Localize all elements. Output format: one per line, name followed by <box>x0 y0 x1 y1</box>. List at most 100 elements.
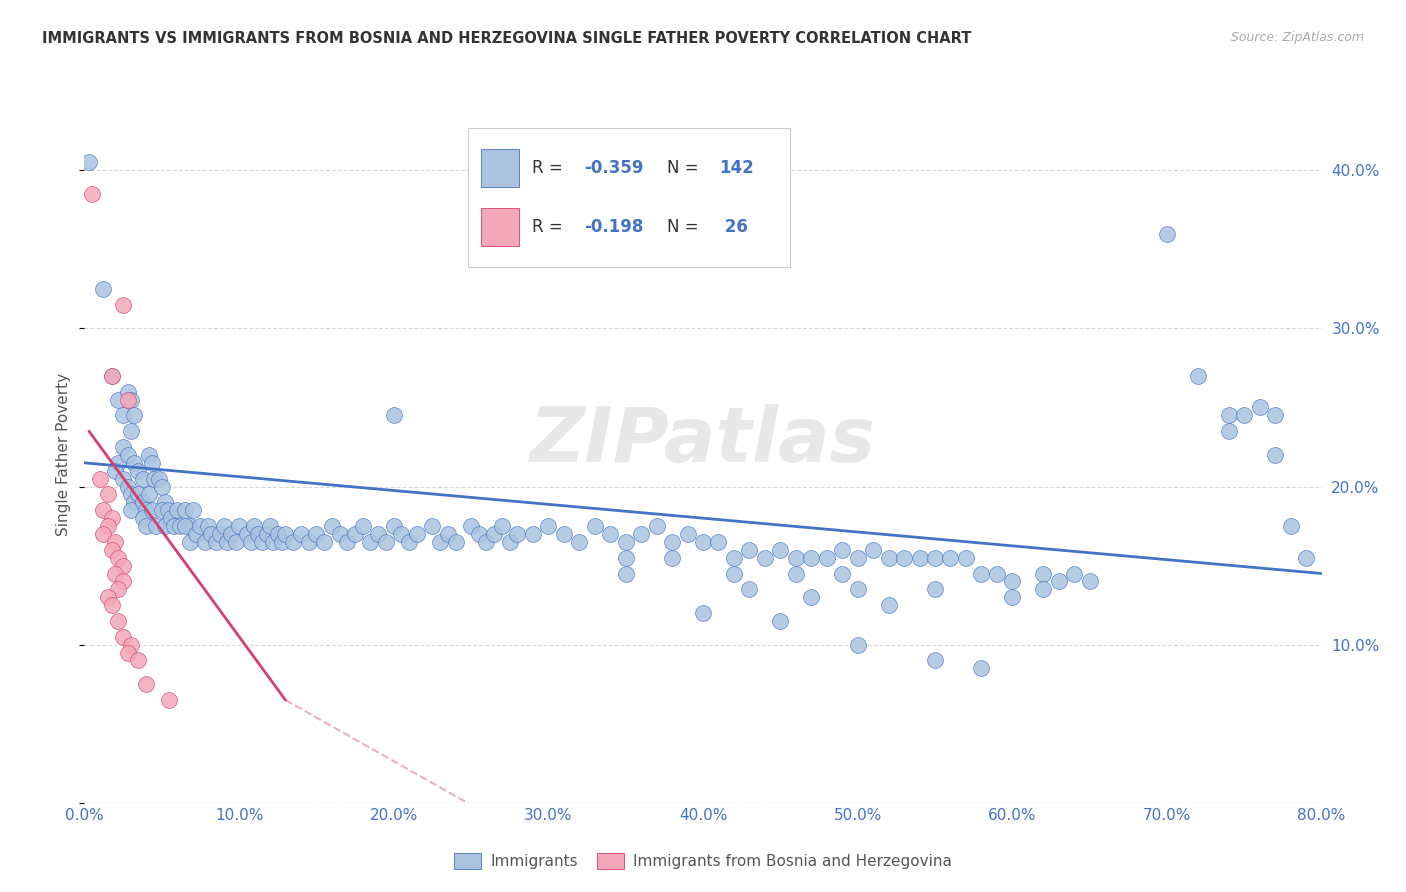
Point <box>1218 409 1240 423</box>
Point <box>475 534 498 549</box>
Point <box>831 542 853 557</box>
Point <box>120 424 142 438</box>
Point <box>553 527 575 541</box>
Point <box>205 534 228 549</box>
Point <box>97 519 120 533</box>
Point <box>444 534 467 549</box>
Point <box>91 282 114 296</box>
Point <box>181 503 204 517</box>
Point <box>800 591 823 605</box>
Point <box>1032 582 1054 597</box>
Point <box>267 527 290 541</box>
Point <box>120 392 142 407</box>
Point <box>212 519 235 533</box>
Point <box>862 542 884 557</box>
Point <box>1078 574 1101 589</box>
Point <box>939 550 962 565</box>
Point <box>197 519 219 533</box>
Point <box>209 527 232 541</box>
Point <box>236 527 259 541</box>
Point <box>101 511 124 525</box>
Point <box>537 519 560 533</box>
Point <box>153 495 176 509</box>
Point <box>117 479 139 493</box>
Point <box>141 503 163 517</box>
Point <box>614 566 637 581</box>
Point <box>769 542 792 557</box>
Point <box>252 534 274 549</box>
Point <box>150 479 173 493</box>
Point <box>630 527 652 541</box>
Point <box>1187 368 1209 383</box>
Point <box>89 472 111 486</box>
Text: ZIPatlas: ZIPatlas <box>530 404 876 478</box>
Text: IMMIGRANTS VS IMMIGRANTS FROM BOSNIA AND HERZEGOVINA SINGLE FATHER POVERTY CORRE: IMMIGRANTS VS IMMIGRANTS FROM BOSNIA AND… <box>42 31 972 46</box>
Point <box>117 448 139 462</box>
Point <box>1264 409 1286 423</box>
Point <box>138 448 160 462</box>
Point <box>160 511 183 525</box>
Point <box>1032 566 1054 581</box>
Point <box>692 534 714 549</box>
Point <box>159 693 181 707</box>
Point <box>429 534 451 549</box>
Point <box>112 440 135 454</box>
Point <box>91 503 114 517</box>
Point <box>112 574 135 589</box>
Point <box>112 558 135 573</box>
Point <box>91 527 114 541</box>
Point <box>141 456 163 470</box>
Point <box>101 368 124 383</box>
Point <box>169 519 191 533</box>
Point <box>924 653 946 667</box>
Point <box>174 519 197 533</box>
Point <box>877 550 900 565</box>
Point <box>785 550 807 565</box>
Point <box>174 503 197 517</box>
Point <box>104 566 127 581</box>
Point <box>1233 409 1256 423</box>
Point <box>460 519 482 533</box>
Point <box>228 519 250 533</box>
Point <box>382 409 405 423</box>
Point <box>188 519 212 533</box>
Point <box>815 550 838 565</box>
Point <box>200 527 222 541</box>
Point <box>128 653 150 667</box>
Point <box>240 534 263 549</box>
Point <box>1156 227 1178 241</box>
Point <box>215 534 238 549</box>
Point <box>97 591 120 605</box>
Point <box>107 582 129 597</box>
Point <box>298 534 321 549</box>
Point <box>491 519 513 533</box>
Point <box>221 527 243 541</box>
Point <box>506 527 529 541</box>
Point <box>122 456 145 470</box>
Point <box>336 534 359 549</box>
Point <box>163 519 186 533</box>
Point <box>970 566 993 581</box>
Point <box>101 598 124 612</box>
Point <box>274 527 297 541</box>
Point <box>391 527 413 541</box>
Point <box>382 519 405 533</box>
Point <box>846 550 869 565</box>
Point <box>1218 424 1240 438</box>
Point <box>148 472 170 486</box>
Point <box>831 566 853 581</box>
Y-axis label: Single Father Poverty: Single Father Poverty <box>56 374 72 536</box>
Point <box>145 519 167 533</box>
Point <box>406 527 429 541</box>
Point <box>1001 574 1024 589</box>
Point <box>243 519 266 533</box>
Point <box>785 566 807 581</box>
Point <box>1264 448 1286 462</box>
Point <box>955 550 977 565</box>
Point <box>120 503 142 517</box>
Point <box>484 527 506 541</box>
Point <box>583 519 606 533</box>
Point <box>754 550 776 565</box>
Point <box>104 464 127 478</box>
Point <box>166 503 188 517</box>
